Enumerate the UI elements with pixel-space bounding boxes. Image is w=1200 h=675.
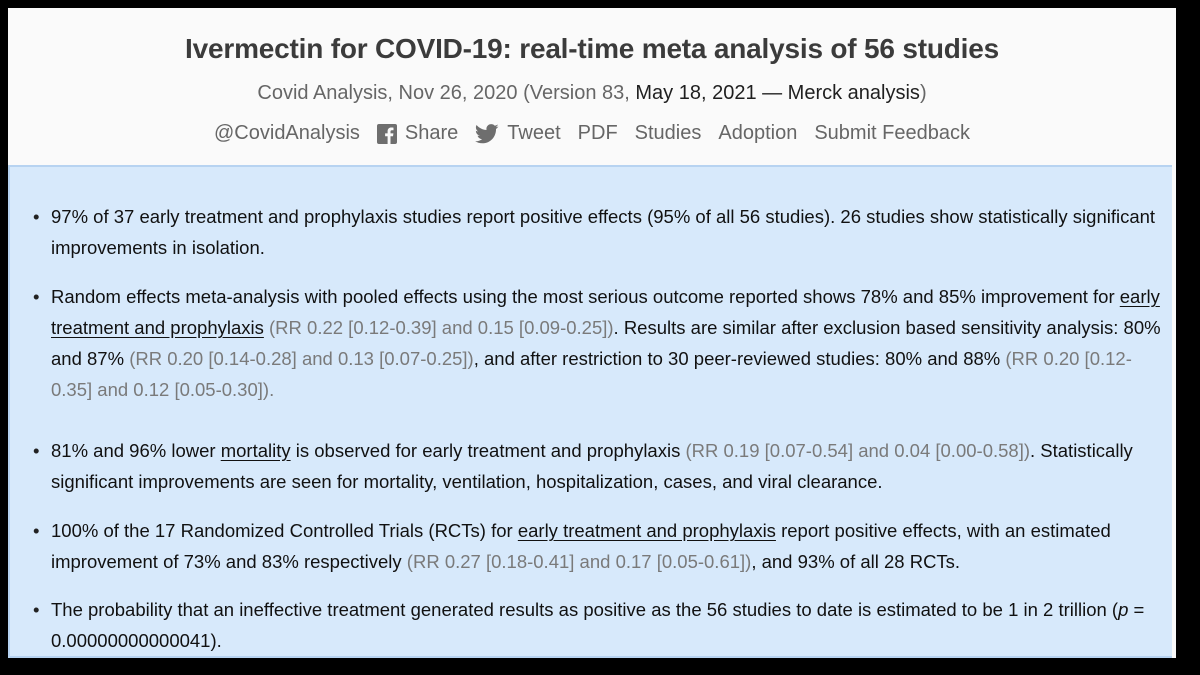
page-title: Ivermectin for COVID-19: real-time meta … bbox=[185, 33, 999, 64]
bullet-5-text-1: The probability that an ineffective trea… bbox=[51, 599, 1119, 620]
adoption-link[interactable]: Adoption bbox=[718, 122, 798, 144]
subtitle-suffix: ) bbox=[919, 82, 927, 104]
submit-feedback-link[interactable]: Submit Feedback bbox=[814, 122, 970, 144]
bullet-2-text-1: Random effects meta-analysis with pooled… bbox=[51, 286, 1120, 307]
mortality-link[interactable]: mortality bbox=[220, 440, 291, 461]
rr-pooled: (RR 0.22 [0.12-0.39] and 0.15 [0.09-0.25… bbox=[269, 317, 614, 338]
rr-peer-reviewed: (RR 0.20 [0.12-0.35] and 0.12 [0.05-0.30… bbox=[51, 348, 1132, 400]
rct-early-treatment-link[interactable]: early treatment and prophylaxis bbox=[517, 520, 776, 541]
summary-box: 97% of 37 early treatment and prophylaxi… bbox=[8, 165, 1172, 658]
early-treatment-prophylaxis-link[interactable]: early treatment and prophylaxis bbox=[51, 286, 1160, 338]
bullet-4-text-2: report positive effects, with an estimat… bbox=[51, 520, 1111, 572]
rr-mortality: (RR 0.19 [0.07-0.54] and 0.04 [0.00-0.58… bbox=[685, 440, 1030, 461]
bullet-4-text-1: 100% of the 17 Randomized Controlled Tri… bbox=[51, 520, 518, 541]
share-button[interactable]: Share bbox=[376, 122, 459, 145]
list-item: The probability that an ineffective trea… bbox=[33, 594, 1164, 656]
bullet-3-text-1: 81% and 96% lower bbox=[51, 440, 221, 461]
bullet-2-text-4: . bbox=[269, 379, 275, 400]
rr-sensitivity: (RR 0.20 [0.14-0.28] and 0.13 [0.07-0.25… bbox=[129, 348, 474, 369]
share-label: Share bbox=[404, 122, 459, 144]
bullet-2-text-3: , and after restriction to 30 peer-revie… bbox=[473, 348, 1006, 369]
header: Ivermectin for COVID-19: real-time meta … bbox=[8, 8, 1176, 165]
tweet-button[interactable]: Tweet bbox=[475, 122, 561, 145]
bullet-4-text-3: , and 93% of all 28 RCTs. bbox=[751, 551, 961, 572]
rr-rct: (RR 0.27 [0.18-0.41] and 0.17 [0.05-0.61… bbox=[406, 551, 752, 572]
facebook-icon bbox=[376, 123, 397, 144]
page: Ivermectin for COVID-19: real-time meta … bbox=[8, 8, 1176, 658]
tweet-label: Tweet bbox=[507, 122, 561, 144]
studies-link[interactable]: Studies bbox=[634, 122, 702, 144]
list-item: Random effects meta-analysis with pooled… bbox=[33, 281, 1164, 405]
bullet-2-text-2: . Results are similar after exclusion ba… bbox=[51, 317, 1161, 369]
twitter-handle-link[interactable]: @CovidAnalysis bbox=[214, 122, 360, 144]
p-symbol: p bbox=[1118, 599, 1129, 620]
bullet-3-text-2: is observed for early treatment and prop… bbox=[290, 440, 686, 461]
twitter-icon bbox=[475, 123, 499, 143]
list-item: 97% of 37 early treatment and prophylaxi… bbox=[33, 201, 1164, 263]
bullet-1-text: 97% of 37 early treatment and prophylaxi… bbox=[51, 206, 1156, 258]
list-item: 81% and 96% lower mortality is observed … bbox=[33, 435, 1164, 497]
subtitle-prefix: Covid Analysis, Nov 26, 2020 (Version 83… bbox=[257, 82, 636, 104]
link-bar: @CovidAnalysis Share Tweet PDF Studies A… bbox=[8, 122, 1176, 145]
version-date-link[interactable]: May 18, 2021 — Merck analysis bbox=[635, 82, 920, 104]
bullet-5-text-2: = 0.00000000000041). bbox=[51, 599, 1145, 651]
list-item: 100% of the 17 Randomized Controlled Tri… bbox=[33, 515, 1164, 577]
bullet-3-text-3: . Statistically significant improvements… bbox=[51, 440, 1133, 492]
subtitle: Covid Analysis, Nov 26, 2020 (Version 83… bbox=[8, 82, 1176, 105]
pdf-link[interactable]: PDF bbox=[577, 122, 618, 144]
